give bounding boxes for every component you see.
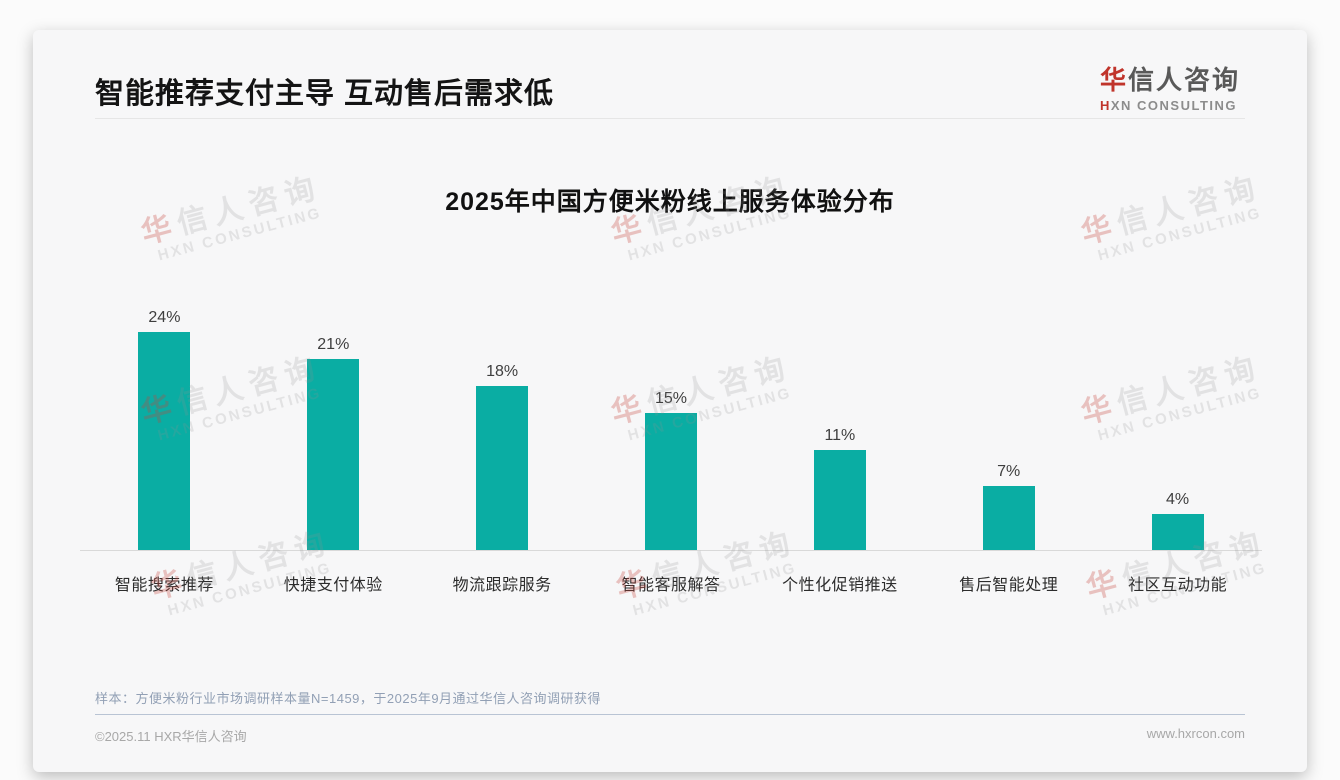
- bar-value-label: 18%: [486, 363, 519, 380]
- bar-slot: 11%: [755, 427, 924, 550]
- bar-value-label: 11%: [824, 427, 856, 444]
- bar-slot: 4%: [1093, 491, 1262, 550]
- category-label: 快捷支付体验: [283, 577, 383, 594]
- bar-value-label: 7%: [997, 463, 1021, 480]
- bar-value-label: 15%: [654, 390, 688, 407]
- bar-slot: 15%: [587, 390, 756, 550]
- bar-value-label: 24%: [148, 309, 181, 326]
- category-label: 社区互动功能: [1128, 577, 1228, 594]
- company-logo: 华信人咨询 HXN CONSULTING: [1100, 60, 1240, 113]
- category-label: 智能客服解答: [621, 577, 721, 594]
- bar: [138, 332, 191, 550]
- footer-divider: [95, 714, 1245, 715]
- chart-category-axis: 智能搜索推荐 快捷支付体验 物流跟踪服务 智能客服解答 个性化促销推送 售后智能处理 社区互…: [80, 551, 1262, 595]
- logo-cn-accent: 华: [1099, 65, 1128, 95]
- bar: [813, 450, 866, 550]
- copyright-text: ©2025.11 HXR华信人咨询: [95, 729, 247, 744]
- bar: [307, 359, 360, 550]
- logo-cn-text: 华信人咨询: [1100, 60, 1240, 97]
- header-divider: [95, 118, 1245, 119]
- chart-plot-area: 24% 21% 18% 15% 11% 7% 4%: [80, 299, 1262, 551]
- bar: [476, 386, 529, 550]
- chart-title: 2025年中国方便米粉线上服务体验分布: [445, 188, 895, 216]
- bar: [645, 413, 697, 550]
- bar-value-label: 21%: [317, 336, 350, 353]
- bar-chart: 24% 21% 18% 15% 11% 7% 4% 智能搜索推荐 快捷支付体验 物流跟踪服务 智能…: [80, 299, 1262, 595]
- bar-value-label: 4%: [1166, 491, 1190, 508]
- logo-en-text: HXN CONSULTING: [1100, 98, 1240, 113]
- logo-en-accent: H: [1099, 98, 1111, 113]
- bar-slot: 24%: [80, 309, 249, 550]
- report-slide-card: 智能推荐支付主导 互动售后需求低 华信人咨询 HXN CONSULTING 20…: [33, 30, 1307, 772]
- sample-footnote: 样本：方便米粉行业市场调研样本量N=1459，于2025年9月通过华信人咨询调研…: [95, 691, 602, 706]
- bar-slot: 21%: [249, 336, 418, 550]
- category-label: 物流跟踪服务: [452, 577, 552, 594]
- bar: [1151, 514, 1204, 550]
- category-label: 智能搜索推荐: [114, 577, 214, 594]
- logo-en-rest: XN CONSULTING: [1110, 98, 1238, 113]
- footer: ©2025.11 HXR华信人咨询 www.hxrcon.com: [95, 726, 1245, 745]
- website-text: www.hxrcon.com: [1146, 726, 1245, 741]
- category-label: 个性化促销推送: [782, 577, 898, 594]
- category-label: 售后智能处理: [959, 577, 1059, 594]
- bar-slot: 18%: [418, 363, 587, 550]
- logo-cn-rest: 信人咨询: [1127, 65, 1240, 95]
- page-title: 智能推荐支付主导 互动售后需求低: [95, 78, 555, 110]
- bar-slot: 7%: [924, 463, 1093, 550]
- bar: [982, 486, 1035, 550]
